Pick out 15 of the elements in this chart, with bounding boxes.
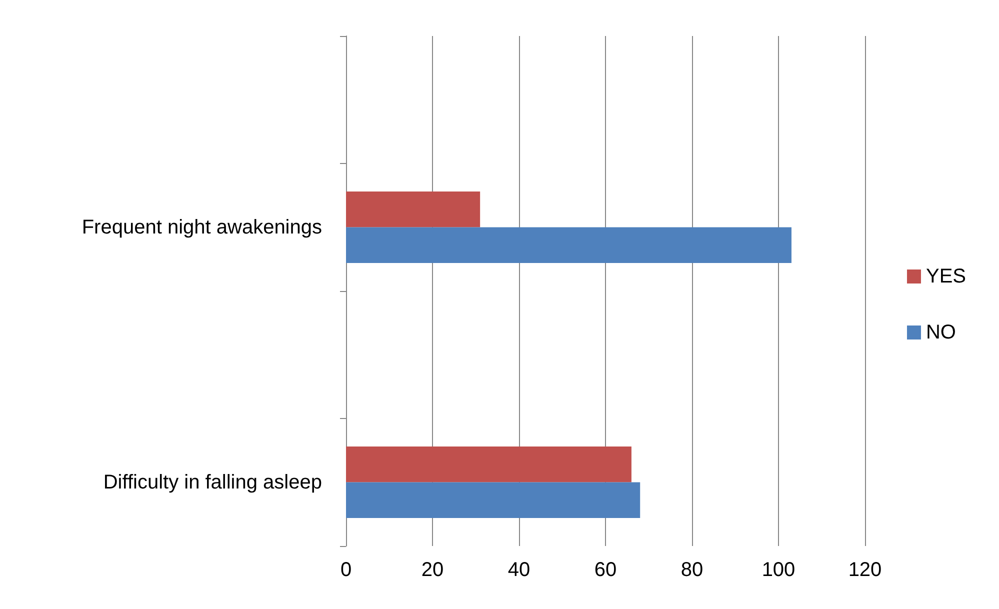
- legend-label: NO: [926, 322, 956, 344]
- legend-label: YES: [926, 266, 966, 288]
- bar: [346, 482, 640, 518]
- y-tick-label: Frequent night awakenings: [82, 216, 322, 238]
- bar: [346, 227, 792, 263]
- y-tick-label: Difficulty in falling asleep: [103, 471, 322, 494]
- bar: [346, 446, 632, 482]
- x-tick-label: 120: [848, 559, 882, 581]
- x-tick-label: 20: [421, 559, 444, 581]
- x-tick-label: 40: [508, 559, 530, 581]
- x-tick-label: 80: [680, 559, 704, 581]
- x-tick-label: 0: [340, 559, 352, 581]
- x-tick-label: 60: [594, 559, 617, 581]
- bar: [346, 192, 480, 228]
- x-tick-label: 100: [762, 559, 796, 581]
